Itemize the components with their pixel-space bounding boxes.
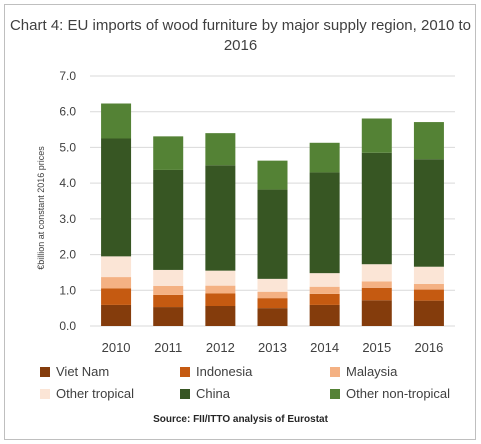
legend-label: Other non-tropical — [346, 386, 451, 401]
bar-segment — [413, 122, 444, 160]
x-tick-label: 2011 — [154, 340, 182, 355]
bar-segment — [309, 304, 340, 326]
bar-segment — [153, 269, 184, 286]
bar-segment — [361, 264, 392, 282]
bar-segment — [101, 256, 132, 278]
bar-segment — [205, 165, 236, 271]
legend-item: Malaysia — [330, 364, 397, 379]
y-tick-label: 5.0 — [59, 140, 76, 154]
legend-swatch — [180, 388, 190, 399]
legend-swatch — [40, 388, 50, 399]
x-tick-label: 2013 — [258, 340, 287, 355]
bar-segment — [309, 172, 340, 274]
bar-segment — [413, 266, 444, 284]
bar-segment — [257, 308, 288, 326]
legend-item: Other tropical — [40, 386, 134, 401]
x-tick-label: 2014 — [310, 340, 339, 355]
legend-label: China — [196, 386, 230, 401]
legend-label: Viet Nam — [56, 364, 110, 379]
chart-frame — [4, 4, 476, 440]
bar-segment — [153, 169, 184, 270]
legend-label: Malaysia — [346, 364, 398, 379]
legend-item: China — [180, 386, 230, 401]
bar-segment — [153, 136, 184, 170]
chart-title: Chart 4: EU imports of wood furniture by… — [9, 17, 472, 54]
bar-segment — [101, 103, 132, 139]
bar-segment — [205, 306, 236, 326]
bar-segment — [257, 160, 288, 190]
y-tick-label: 6.0 — [59, 105, 76, 119]
legend-item: Viet Nam — [40, 364, 109, 379]
y-tick-label: 7.0 — [59, 69, 76, 83]
x-tick-label: 2015 — [362, 340, 391, 355]
bar-segment — [361, 287, 392, 301]
bar-segment — [205, 285, 236, 294]
bar-segment — [153, 294, 184, 308]
bar-segment — [257, 298, 288, 309]
legend-item: Other non-tropical — [330, 386, 450, 401]
bar-segment — [413, 300, 444, 326]
y-tick-label: 1.0 — [59, 283, 76, 297]
y-tick-label: 4.0 — [59, 176, 76, 190]
legend-swatch — [180, 366, 190, 377]
chart-source: Source: FII/ITTO analysis of Eurostat — [153, 414, 328, 425]
bar-segment — [205, 133, 236, 166]
bar-segment — [153, 286, 184, 295]
legend-swatch — [330, 366, 340, 377]
bar-segment — [257, 189, 288, 279]
bar-segment — [257, 291, 288, 299]
bar-segment — [361, 118, 392, 153]
bar-segment — [101, 304, 132, 326]
bar-segment — [309, 142, 340, 173]
legend-item: Indonesia — [180, 364, 252, 379]
bar-segment — [101, 288, 132, 305]
bar-segment — [413, 159, 444, 267]
bar-segment — [309, 286, 340, 294]
y-tick-label: 2.0 — [59, 248, 76, 262]
bar-segment — [309, 293, 340, 305]
y-axis-label: €billion at constant 2016 prices — [36, 146, 46, 270]
bar-segment — [309, 273, 340, 287]
legend-label: Indonesia — [196, 364, 253, 379]
bar-segment — [361, 152, 392, 265]
bar-segment — [101, 138, 132, 257]
y-tick-label: 0.0 — [59, 319, 76, 333]
legend-label: Other tropical — [56, 386, 135, 401]
x-tick-label: 2012 — [206, 340, 235, 355]
x-tick-label: 2010 — [102, 340, 131, 355]
legend-swatch — [330, 388, 340, 399]
bar-segment — [205, 270, 236, 286]
bar-segment — [205, 293, 236, 306]
x-tick-label: 2016 — [414, 340, 443, 355]
bar-segment — [361, 281, 392, 288]
legend-swatch — [40, 366, 50, 377]
bar-segment — [413, 283, 444, 290]
y-tick-label: 3.0 — [59, 212, 76, 226]
bar-segment — [257, 278, 288, 292]
bar-segment — [101, 277, 132, 289]
bar-segment — [361, 300, 392, 326]
bar-segment — [413, 289, 444, 301]
bar-segment — [153, 307, 184, 326]
